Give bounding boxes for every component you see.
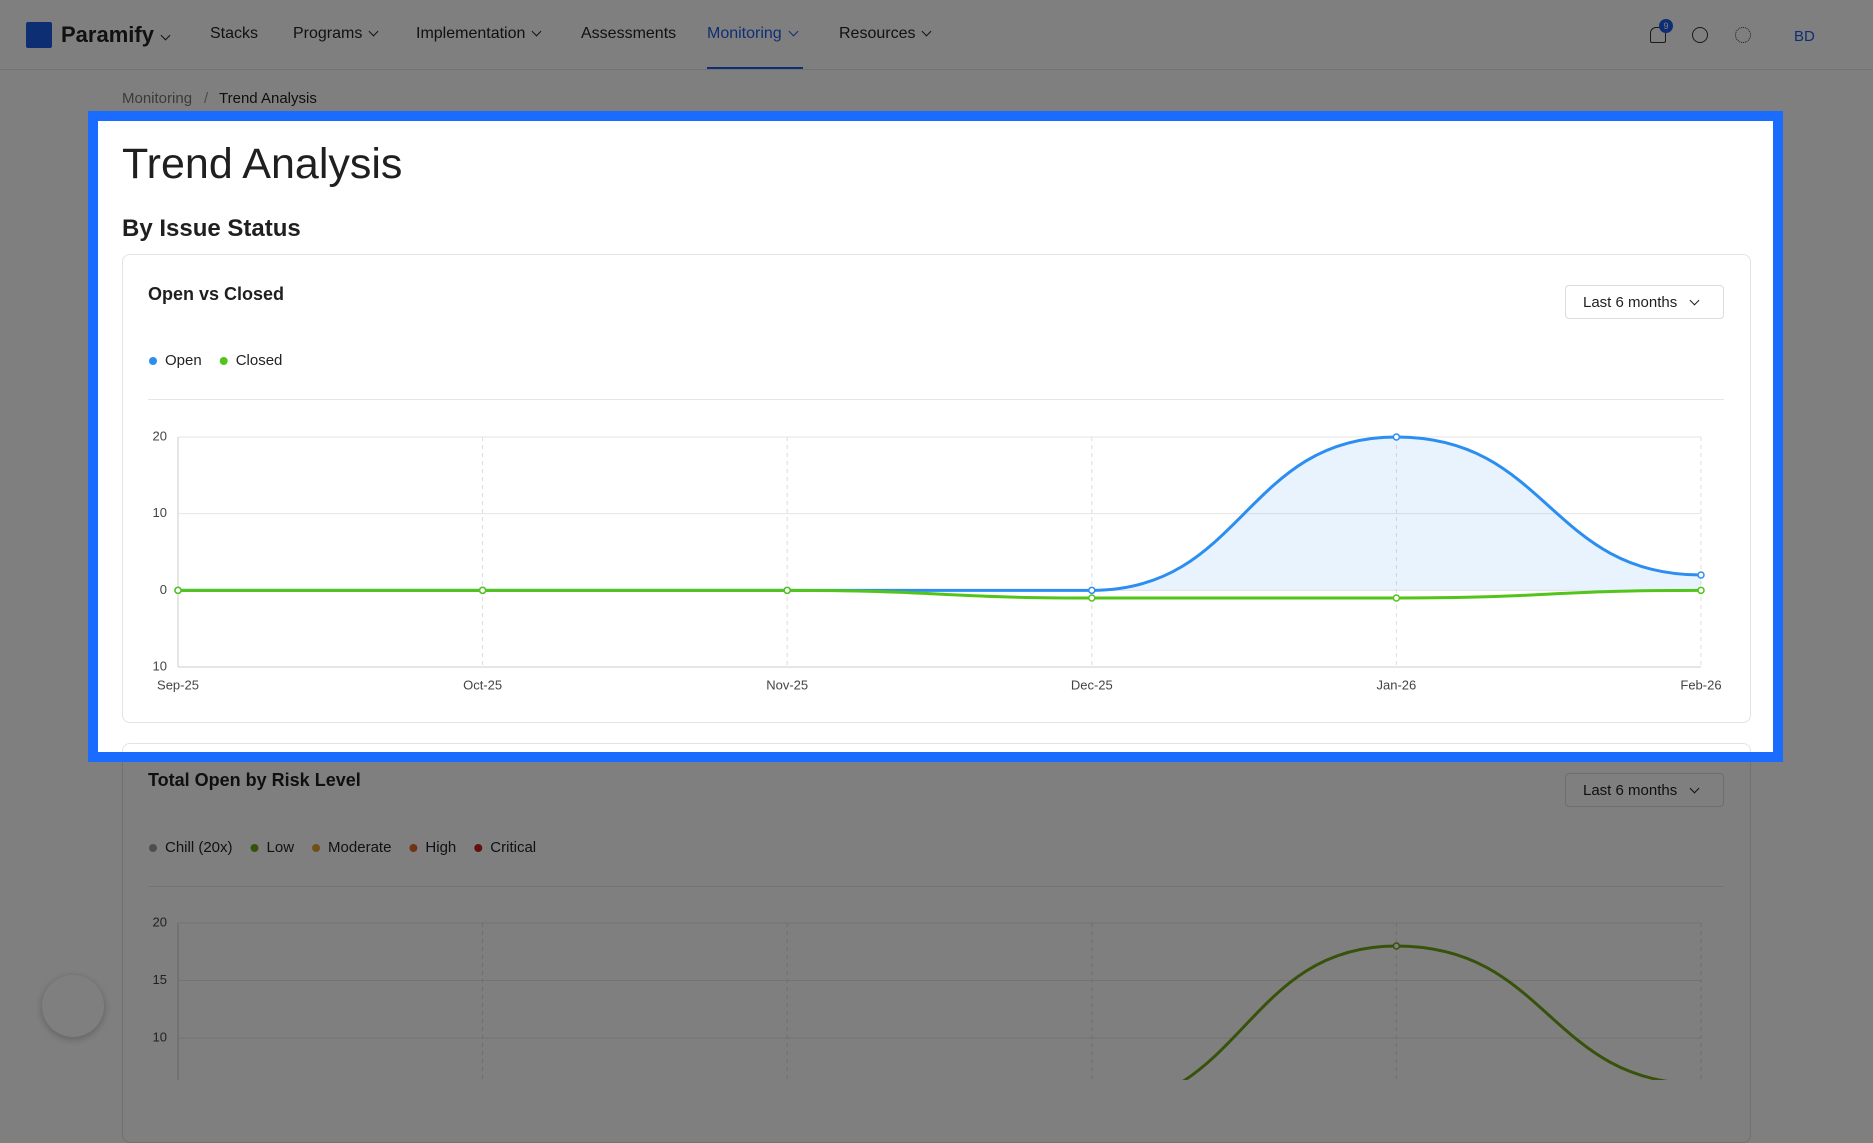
- y-tick-label: 15: [153, 972, 167, 987]
- section-title: By Issue Status: [122, 215, 301, 242]
- data-point: [1392, 594, 1401, 602]
- y-tick-label: 20: [153, 914, 167, 929]
- y-tick-label: 10: [153, 658, 167, 673]
- chart-title: Open vs Closed: [148, 284, 285, 304]
- breadcrumb-current: Trend Analysis: [219, 90, 317, 107]
- highlight-frame: [88, 111, 1783, 762]
- data-point: [1088, 594, 1096, 602]
- settings-icon[interactable]: [1735, 27, 1751, 43]
- legend-dot: [149, 844, 157, 852]
- breadcrumb-sep: /: [204, 90, 209, 107]
- legend-label: Closed: [236, 352, 283, 369]
- legend-dot: [149, 357, 157, 365]
- x-tick-label: Jan-26: [1377, 677, 1417, 692]
- data-point: [1697, 586, 1705, 595]
- nav-item[interactable]: Programs: [293, 25, 379, 43]
- nav-item[interactable]: Implementation: [416, 25, 542, 43]
- range-dropdown[interactable]: Last 6 months: [1565, 285, 1724, 319]
- legend-label: High: [425, 839, 456, 856]
- legend-label: Open: [165, 352, 202, 369]
- active-underline: [707, 67, 803, 69]
- legend-label: Critical: [490, 839, 536, 856]
- series-line: [1182, 944, 1669, 1080]
- brand-text: Paramify: [61, 22, 154, 47]
- legend-dot: [409, 844, 418, 852]
- x-tick-label: Oct-25: [463, 677, 502, 692]
- help-icon[interactable]: [1692, 27, 1708, 43]
- x-tick-label: Sep-25: [157, 677, 199, 692]
- x-tick-label: Dec-25: [1071, 677, 1113, 692]
- brand[interactable]: Paramify: [61, 22, 171, 48]
- legend-dot: [474, 844, 483, 852]
- nav-label: Resources: [839, 25, 916, 42]
- data-point: [174, 586, 182, 595]
- dropdown-label: Last 6 months: [1583, 294, 1678, 311]
- logo[interactable]: [26, 22, 52, 48]
- data-point: [1392, 942, 1401, 950]
- top-nav: Paramify Stacks Programs Implementation …: [0, 0, 1873, 70]
- y-tick-label: 10: [153, 1029, 167, 1044]
- y-tick-label: 0: [160, 582, 167, 597]
- nav-item[interactable]: Monitoring: [707, 25, 799, 43]
- page-title: Trend Analysis: [122, 140, 403, 188]
- nav-item[interactable]: Assessments: [581, 25, 676, 43]
- user-avatar[interactable]: BD: [1794, 28, 1815, 45]
- legend-dot: [219, 357, 228, 365]
- breadcrumb-link[interactable]: Monitoring: [122, 90, 193, 107]
- nav-label: Programs: [293, 25, 363, 42]
- dropdown-label: Last 6 months: [1583, 782, 1678, 799]
- nav-item[interactable]: Resources: [839, 25, 932, 43]
- x-tick-label: Nov-25: [766, 677, 808, 692]
- x-tick-label: Feb-26: [1680, 677, 1721, 692]
- chart-card: [122, 743, 1751, 1143]
- range-dropdown[interactable]: Last 6 months: [1565, 773, 1724, 807]
- series-area: [178, 437, 1701, 591]
- notification-badge: 9: [1659, 19, 1673, 33]
- notifications-icon[interactable]: [1650, 27, 1666, 43]
- legend-label: Chill (20x): [165, 839, 233, 856]
- charts-layer: Open Closed 10 0 10 20 Sep-25 Oct-25 Nov-25 Dec-2…: [149, 352, 1722, 1080]
- y-tick-label: 20: [153, 428, 167, 443]
- assistant-button[interactable]: [42, 975, 104, 1037]
- nav-label: Assessments: [581, 25, 677, 42]
- nav-item[interactable]: Stacks: [210, 25, 258, 43]
- divider: [148, 886, 1724, 887]
- legend-dot: [250, 844, 259, 852]
- nav-label: Stacks: [210, 25, 259, 42]
- legend-label: Moderate: [328, 839, 391, 856]
- nav-label: Monitoring: [707, 25, 782, 42]
- nav-label: Implementation: [416, 25, 526, 42]
- chart-title: Total Open by Risk Level: [148, 770, 361, 790]
- legend-dot: [312, 844, 321, 852]
- data-point: [783, 586, 791, 595]
- data-point: [1088, 586, 1096, 595]
- data-point: [1697, 571, 1705, 579]
- chart-card: [122, 254, 1751, 723]
- data-point: [1392, 433, 1401, 441]
- y-tick-label: 10: [153, 505, 167, 520]
- divider: [148, 399, 1724, 400]
- legend-label: Low: [267, 839, 295, 856]
- data-point: [478, 586, 487, 595]
- series-line: [178, 588, 1702, 600]
